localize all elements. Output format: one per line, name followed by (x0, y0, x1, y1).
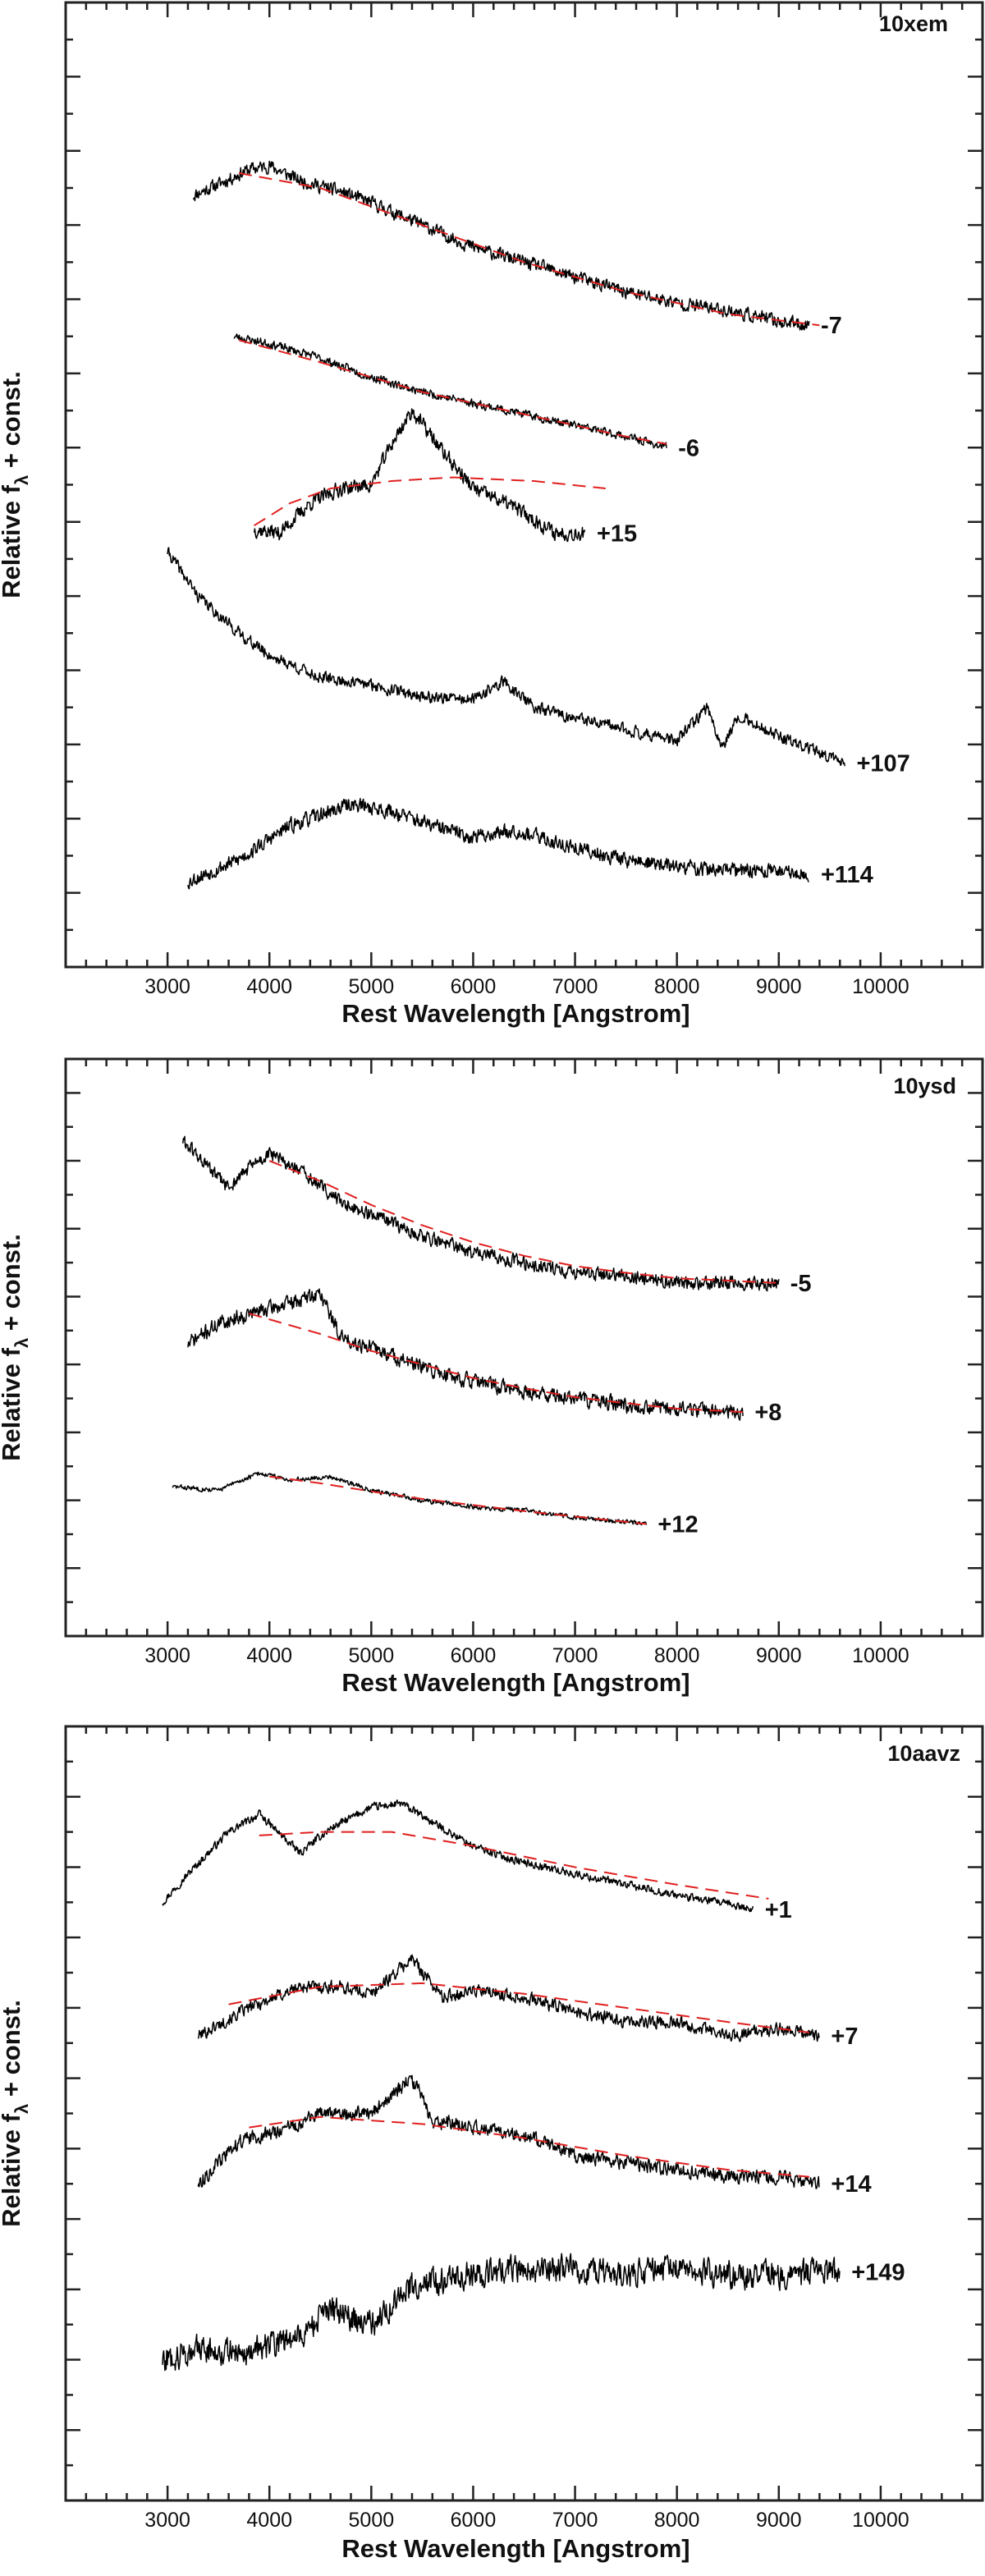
fit-+14-fit (249, 2115, 810, 2178)
phase-label: -6 (678, 435, 699, 461)
spectrum-+7 (197, 1954, 820, 2042)
x-axis-label: Rest Wavelength [Angstrom] (341, 2534, 690, 2563)
spectrum-+15 (253, 408, 586, 543)
y-axis-label: Relative fλ + const. (0, 371, 32, 598)
y-axis-label: Relative fλ + const. (0, 2000, 32, 2227)
fit-+7-fit (228, 1982, 810, 2033)
phase-label: +8 (754, 1400, 781, 1426)
x-tick-label: 7000 (552, 2509, 598, 2532)
panel-10xem: 3000 4000 5000 6000 7000 8000 9000 10000 Rest Wa… (0, 1, 984, 1028)
spectrum-+107 (167, 547, 845, 767)
x-tick-label: 7000 (552, 1644, 598, 1667)
phase-label: +15 (597, 520, 637, 547)
axes-frame (64, 1057, 984, 1638)
x-tick-label: 6000 (451, 1644, 497, 1667)
phase-label: -7 (821, 313, 842, 339)
fit-+12-fit (269, 1475, 647, 1525)
x-tick-label: 8000 (654, 975, 700, 998)
fit--5-fit (268, 1160, 779, 1284)
x-tick-label: 6000 (451, 975, 497, 998)
x-tick-label: 10000 (852, 2509, 909, 2532)
spectrum-+149 (162, 2253, 841, 2372)
x-tick-label: 9000 (756, 2509, 802, 2532)
fit-+8-fit (249, 1313, 744, 1414)
phase-label: +107 (856, 750, 909, 777)
x-tick-label: 3000 (144, 2509, 190, 2532)
sn-label: 10aavz (887, 1741, 960, 1766)
x-tick-label: 7000 (552, 975, 598, 998)
phase-label: +149 (851, 2259, 905, 2285)
x-tick-label: 4000 (246, 975, 292, 998)
x-tick-label: 3000 (144, 975, 190, 998)
x-tick-label: 10000 (852, 975, 909, 998)
axes-frame (64, 1725, 984, 2502)
x-axis-label: Rest Wavelength [Angstrom] (341, 1668, 690, 1697)
fit-+15-fit (254, 476, 606, 527)
x-tick-label: 9000 (756, 1644, 802, 1667)
fit--6-fit (238, 339, 667, 445)
x-tick-label: 4000 (246, 1644, 292, 1667)
x-tick-label: 3000 (144, 1644, 190, 1667)
x-tick-label: 8000 (654, 1644, 700, 1667)
spectrum-+114 (187, 798, 809, 890)
panel-10aavz: 3000 4000 5000 6000 7000 8000 9000 10000 Rest Wa… (0, 1725, 984, 2563)
spectrum-+12 (172, 1471, 648, 1526)
spectrum--5 (181, 1135, 780, 1292)
phase-label: +7 (831, 2024, 858, 2050)
x-tick-label: 10000 (852, 1644, 909, 1667)
spectrum--7 (192, 160, 810, 331)
phase-label: +114 (821, 862, 873, 888)
spectrum-+14 (197, 2074, 820, 2189)
y-axis-label: Relative fλ + const. (0, 1234, 32, 1461)
x-tick-label: 5000 (349, 975, 395, 998)
spectrum-+8 (187, 1288, 744, 1421)
spectrum-+1 (162, 1799, 754, 1913)
phase-label: +12 (657, 1512, 698, 1538)
phase-label: +14 (831, 2171, 871, 2198)
sn-label: 10xem (879, 11, 948, 36)
x-tick-label: 9000 (756, 975, 802, 998)
x-tick-label: 6000 (451, 2509, 497, 2532)
panel-10ysd: 3000 4000 5000 6000 7000 8000 9000 10000 Rest Wa… (0, 1057, 984, 1697)
axes-frame (64, 1, 984, 969)
x-tick-label: 5000 (349, 1644, 395, 1667)
x-tick-label: 8000 (654, 2509, 700, 2532)
x-axis-label: Rest Wavelength [Angstrom] (341, 999, 690, 1028)
x-tick-label: 4000 (246, 2509, 292, 2532)
phase-label: +1 (765, 1897, 792, 1923)
x-tick-label: 5000 (349, 2509, 395, 2532)
sn-label: 10ysd (893, 1074, 956, 1098)
spectrum--6 (233, 333, 667, 449)
phase-label: -5 (790, 1271, 812, 1297)
fit-+1-fit (259, 1831, 769, 1900)
fit--7-fit (238, 172, 820, 327)
